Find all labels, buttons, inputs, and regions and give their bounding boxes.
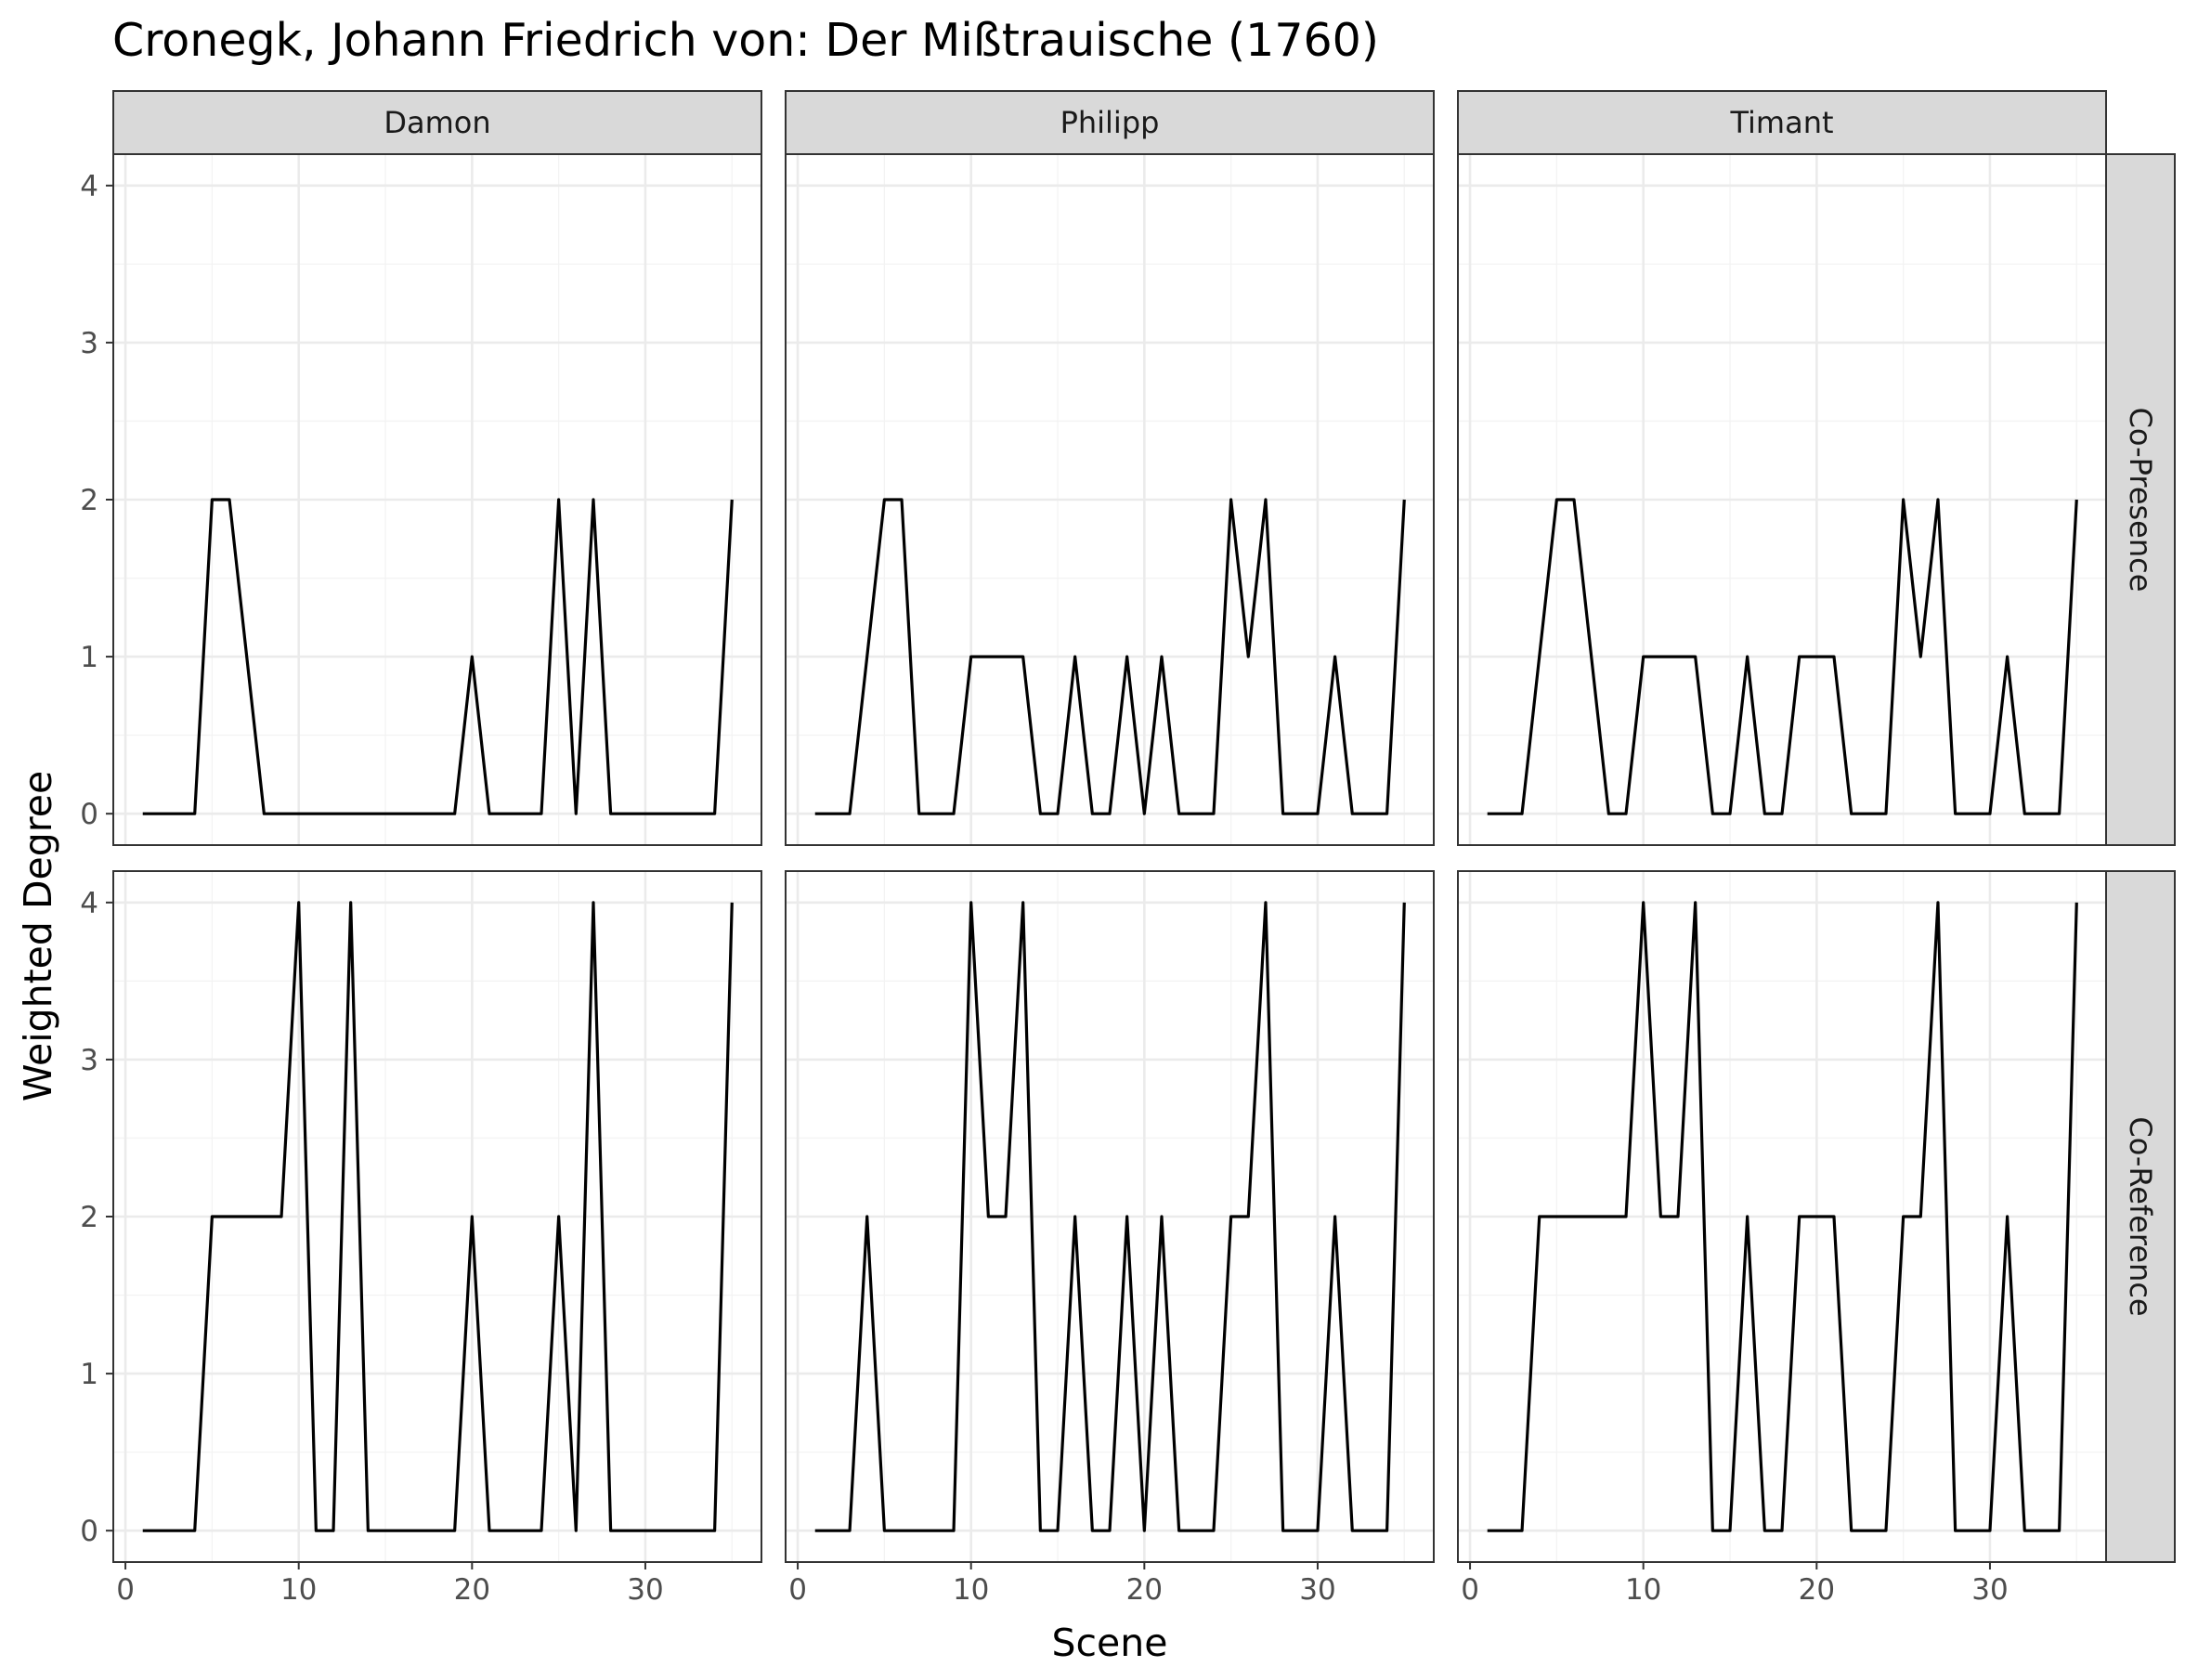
series-line-timant-co-presence — [1487, 498, 2078, 815]
y-tick-label: 1 — [80, 1358, 98, 1391]
y-tick-label: 2 — [80, 484, 98, 517]
x-tick-label: 30 — [1971, 1573, 2008, 1607]
series-line-damon-co-presence — [142, 498, 734, 815]
x-tick-label: 30 — [627, 1573, 663, 1607]
x-tick-label: 0 — [1461, 1573, 1479, 1607]
y-tick-label: 0 — [80, 1515, 98, 1548]
x-tick-label: 20 — [454, 1573, 490, 1607]
facet-strip-label: Co-Presence — [2123, 408, 2158, 593]
facet-panels: 0 1 2 3 4 0 1 2 3 4 0 10 20 30 0 10 20 30 0 10 20 30 Damon Phil… — [80, 90, 2176, 1607]
y-tick-label: 3 — [80, 1044, 98, 1077]
x-tick-label: 0 — [116, 1573, 135, 1607]
facet-strip-label: Philipp — [1060, 105, 1160, 140]
y-tick-label: 3 — [80, 327, 98, 360]
y-tick-label: 4 — [80, 887, 98, 920]
facet-strip-label: Timant — [1729, 105, 1833, 140]
x-tick-label: 20 — [1799, 1573, 1835, 1607]
facet-strip-damon — [112, 90, 762, 155]
y-tick-label: 0 — [80, 798, 98, 831]
facet-strip-label: Co-Reference — [2123, 1116, 2158, 1316]
series-line-timant-co-reference — [1487, 901, 2078, 1532]
x-tick-label: 20 — [1126, 1573, 1163, 1607]
facet-strip-label: Damon — [384, 105, 490, 140]
x-axis-title: Scene — [1051, 1621, 1167, 1665]
x-tick-label: 10 — [953, 1573, 989, 1607]
facet-strip-timant — [1457, 90, 2107, 155]
y-axis-title: Weighted Degree — [16, 771, 60, 1101]
x-tick-label: 0 — [788, 1573, 807, 1607]
chart-title: Cronegk, Johann Friedrich von: Der Mißtr… — [112, 14, 1379, 67]
facet-strip-co-reference — [2105, 870, 2176, 1563]
facet-strip-co-presence — [2105, 153, 2176, 846]
series-line-philipp-co-presence — [814, 498, 1406, 815]
facet-strip-philipp — [785, 90, 1435, 155]
x-tick-label: 30 — [1299, 1573, 1335, 1607]
series-line-damon-co-reference — [142, 901, 734, 1532]
y-tick-label: 2 — [80, 1201, 98, 1234]
y-tick-label: 1 — [80, 641, 98, 674]
series-line-philipp-co-reference — [814, 901, 1406, 1532]
panel-border-philipp-co-reference — [785, 870, 1435, 1563]
x-tick-label: 10 — [280, 1573, 317, 1607]
y-tick-label: 4 — [80, 170, 98, 203]
x-tick-label: 10 — [1625, 1573, 1661, 1607]
